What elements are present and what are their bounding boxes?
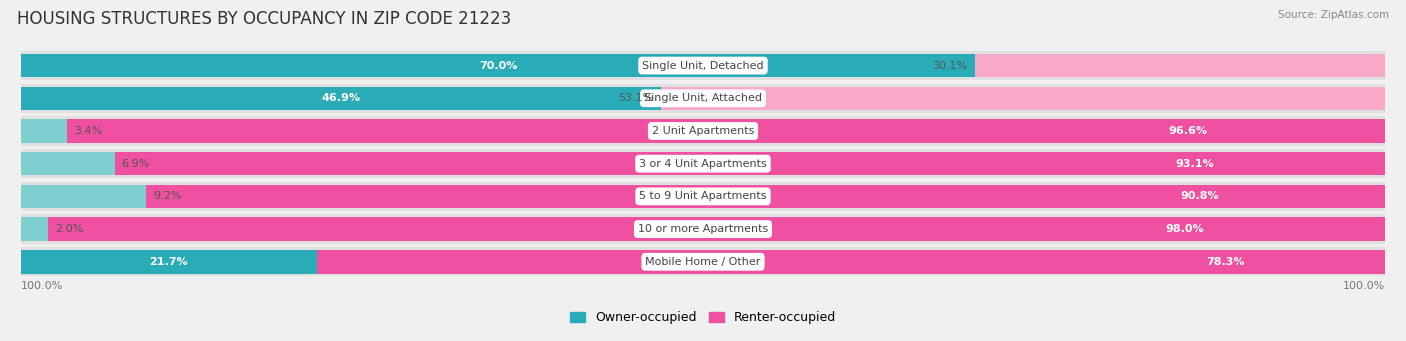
Text: 2 Unit Apartments: 2 Unit Apartments <box>652 126 754 136</box>
Text: 6.9%: 6.9% <box>122 159 150 169</box>
Text: 46.9%: 46.9% <box>321 93 360 103</box>
Text: Single Unit, Detached: Single Unit, Detached <box>643 61 763 71</box>
Bar <box>21 184 146 208</box>
Bar <box>21 250 316 273</box>
Bar <box>21 247 1385 277</box>
Bar <box>21 149 1385 178</box>
Bar <box>21 152 115 176</box>
Bar <box>21 119 67 143</box>
Bar <box>21 182 1385 211</box>
Text: 3 or 4 Unit Apartments: 3 or 4 Unit Apartments <box>640 159 766 169</box>
Text: 100.0%: 100.0% <box>1343 281 1385 291</box>
Text: 10 or more Apartments: 10 or more Apartments <box>638 224 768 234</box>
Bar <box>974 54 1385 77</box>
Text: Single Unit, Attached: Single Unit, Attached <box>644 93 762 103</box>
Bar <box>21 51 1385 80</box>
Text: 5 to 9 Unit Apartments: 5 to 9 Unit Apartments <box>640 191 766 202</box>
Text: 96.6%: 96.6% <box>1168 126 1208 136</box>
Text: 30.1%: 30.1% <box>932 61 967 71</box>
Legend: Owner-occupied, Renter-occupied: Owner-occupied, Renter-occupied <box>565 306 841 329</box>
Text: 3.4%: 3.4% <box>75 126 103 136</box>
Text: 98.0%: 98.0% <box>1166 224 1204 234</box>
Bar <box>21 217 48 241</box>
Bar <box>21 116 1385 146</box>
Text: 9.2%: 9.2% <box>153 191 181 202</box>
Bar <box>316 250 1385 273</box>
Text: 53.1%: 53.1% <box>619 93 654 103</box>
Bar <box>21 54 976 77</box>
Text: 78.3%: 78.3% <box>1206 257 1244 267</box>
Text: Source: ZipAtlas.com: Source: ZipAtlas.com <box>1278 10 1389 20</box>
Text: 100.0%: 100.0% <box>21 281 63 291</box>
Text: 2.0%: 2.0% <box>55 224 83 234</box>
Bar <box>661 87 1385 110</box>
Text: 93.1%: 93.1% <box>1175 159 1213 169</box>
Bar <box>21 214 1385 244</box>
Text: 21.7%: 21.7% <box>149 257 188 267</box>
Bar <box>67 119 1385 143</box>
Text: HOUSING STRUCTURES BY OCCUPANCY IN ZIP CODE 21223: HOUSING STRUCTURES BY OCCUPANCY IN ZIP C… <box>17 10 512 28</box>
Text: 90.8%: 90.8% <box>1180 191 1219 202</box>
Text: 70.0%: 70.0% <box>479 61 517 71</box>
Text: Mobile Home / Other: Mobile Home / Other <box>645 257 761 267</box>
Bar <box>115 152 1385 176</box>
Bar <box>146 184 1385 208</box>
Bar <box>21 87 661 110</box>
Bar <box>48 217 1385 241</box>
Bar <box>21 84 1385 113</box>
